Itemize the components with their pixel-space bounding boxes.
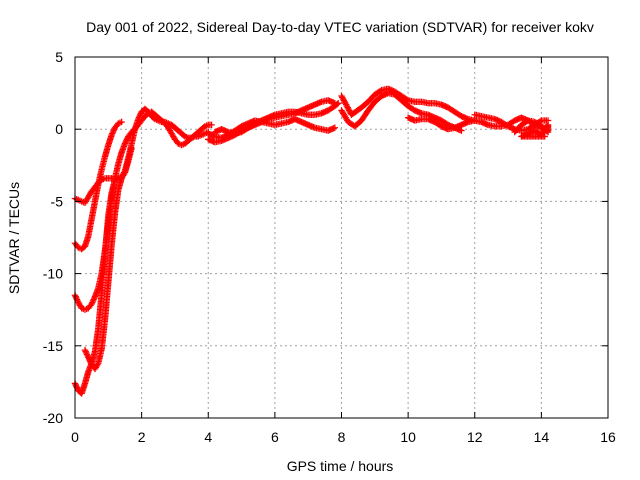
data-point <box>73 294 80 302</box>
data-point <box>94 361 101 368</box>
data-point <box>135 114 143 121</box>
data-point <box>81 346 89 354</box>
data-point <box>73 383 80 390</box>
data-point <box>85 354 92 361</box>
x-tick-label: 14 <box>534 429 550 445</box>
data-point <box>403 96 410 103</box>
data-point <box>331 100 339 107</box>
data-point <box>137 111 144 118</box>
data-point <box>109 130 116 137</box>
series-track-e <box>81 144 135 373</box>
data-point <box>121 140 129 147</box>
data-point <box>331 124 339 131</box>
data-point <box>84 352 91 360</box>
data-point <box>123 137 130 144</box>
data-point <box>120 170 128 178</box>
data-point <box>83 349 90 357</box>
x-tick-label: 8 <box>338 429 346 445</box>
axes-layer: 0 2 4 6 8 10 12 14 16 5 0 -5 -10 -15 -20 <box>43 49 616 445</box>
x-tick-label: 0 <box>71 429 79 445</box>
data-point <box>122 138 129 146</box>
series-track-d <box>71 175 115 207</box>
data-point <box>108 175 115 182</box>
x-tick-label: 2 <box>138 429 146 445</box>
data-point <box>86 357 93 364</box>
data-point <box>108 131 115 139</box>
data-point <box>376 87 384 95</box>
y-tick-label: 5 <box>55 49 63 65</box>
x-tick-label: 6 <box>271 429 279 445</box>
x-tick-label: 10 <box>400 429 416 445</box>
x-tick-label: 16 <box>600 429 616 445</box>
data-point <box>90 296 97 303</box>
data-points-layer <box>71 85 552 397</box>
series-track-h <box>205 115 339 142</box>
data-point <box>136 113 143 120</box>
chart-title: Day 001 of 2022, Sidereal Day-to-day VTE… <box>86 19 594 35</box>
data-point <box>135 115 142 123</box>
data-point <box>118 118 125 126</box>
data-point <box>72 293 79 300</box>
data-point <box>83 351 91 358</box>
data-point <box>123 136 131 143</box>
data-point <box>87 358 94 365</box>
x-tick-label: 4 <box>204 429 212 445</box>
y-tick-label: -15 <box>43 338 63 354</box>
series-track-m <box>511 117 552 140</box>
series-track-g <box>205 97 339 146</box>
data-point <box>82 348 89 355</box>
data-point <box>110 127 117 134</box>
x-axis-title: GPS time / hours <box>287 458 394 474</box>
data-point <box>88 300 95 308</box>
data-point <box>208 121 215 129</box>
data-point <box>458 127 465 134</box>
data-point <box>72 381 79 388</box>
data-point <box>541 133 548 140</box>
data-point <box>91 294 98 302</box>
y-tick-label: -20 <box>43 410 63 426</box>
y-axis-title: SDTVAR / TECUs <box>6 182 22 294</box>
y-tick-label: -5 <box>51 193 64 209</box>
data-point <box>85 355 93 362</box>
series-track-c <box>71 105 212 397</box>
data-point <box>89 297 97 305</box>
y-tick-label: 0 <box>55 121 63 137</box>
data-point <box>128 144 135 152</box>
data-point <box>109 128 117 136</box>
data-point <box>89 299 96 306</box>
y-tick-label: -10 <box>43 266 63 282</box>
plot-frame <box>74 56 609 419</box>
x-tick-label: 12 <box>467 429 483 445</box>
